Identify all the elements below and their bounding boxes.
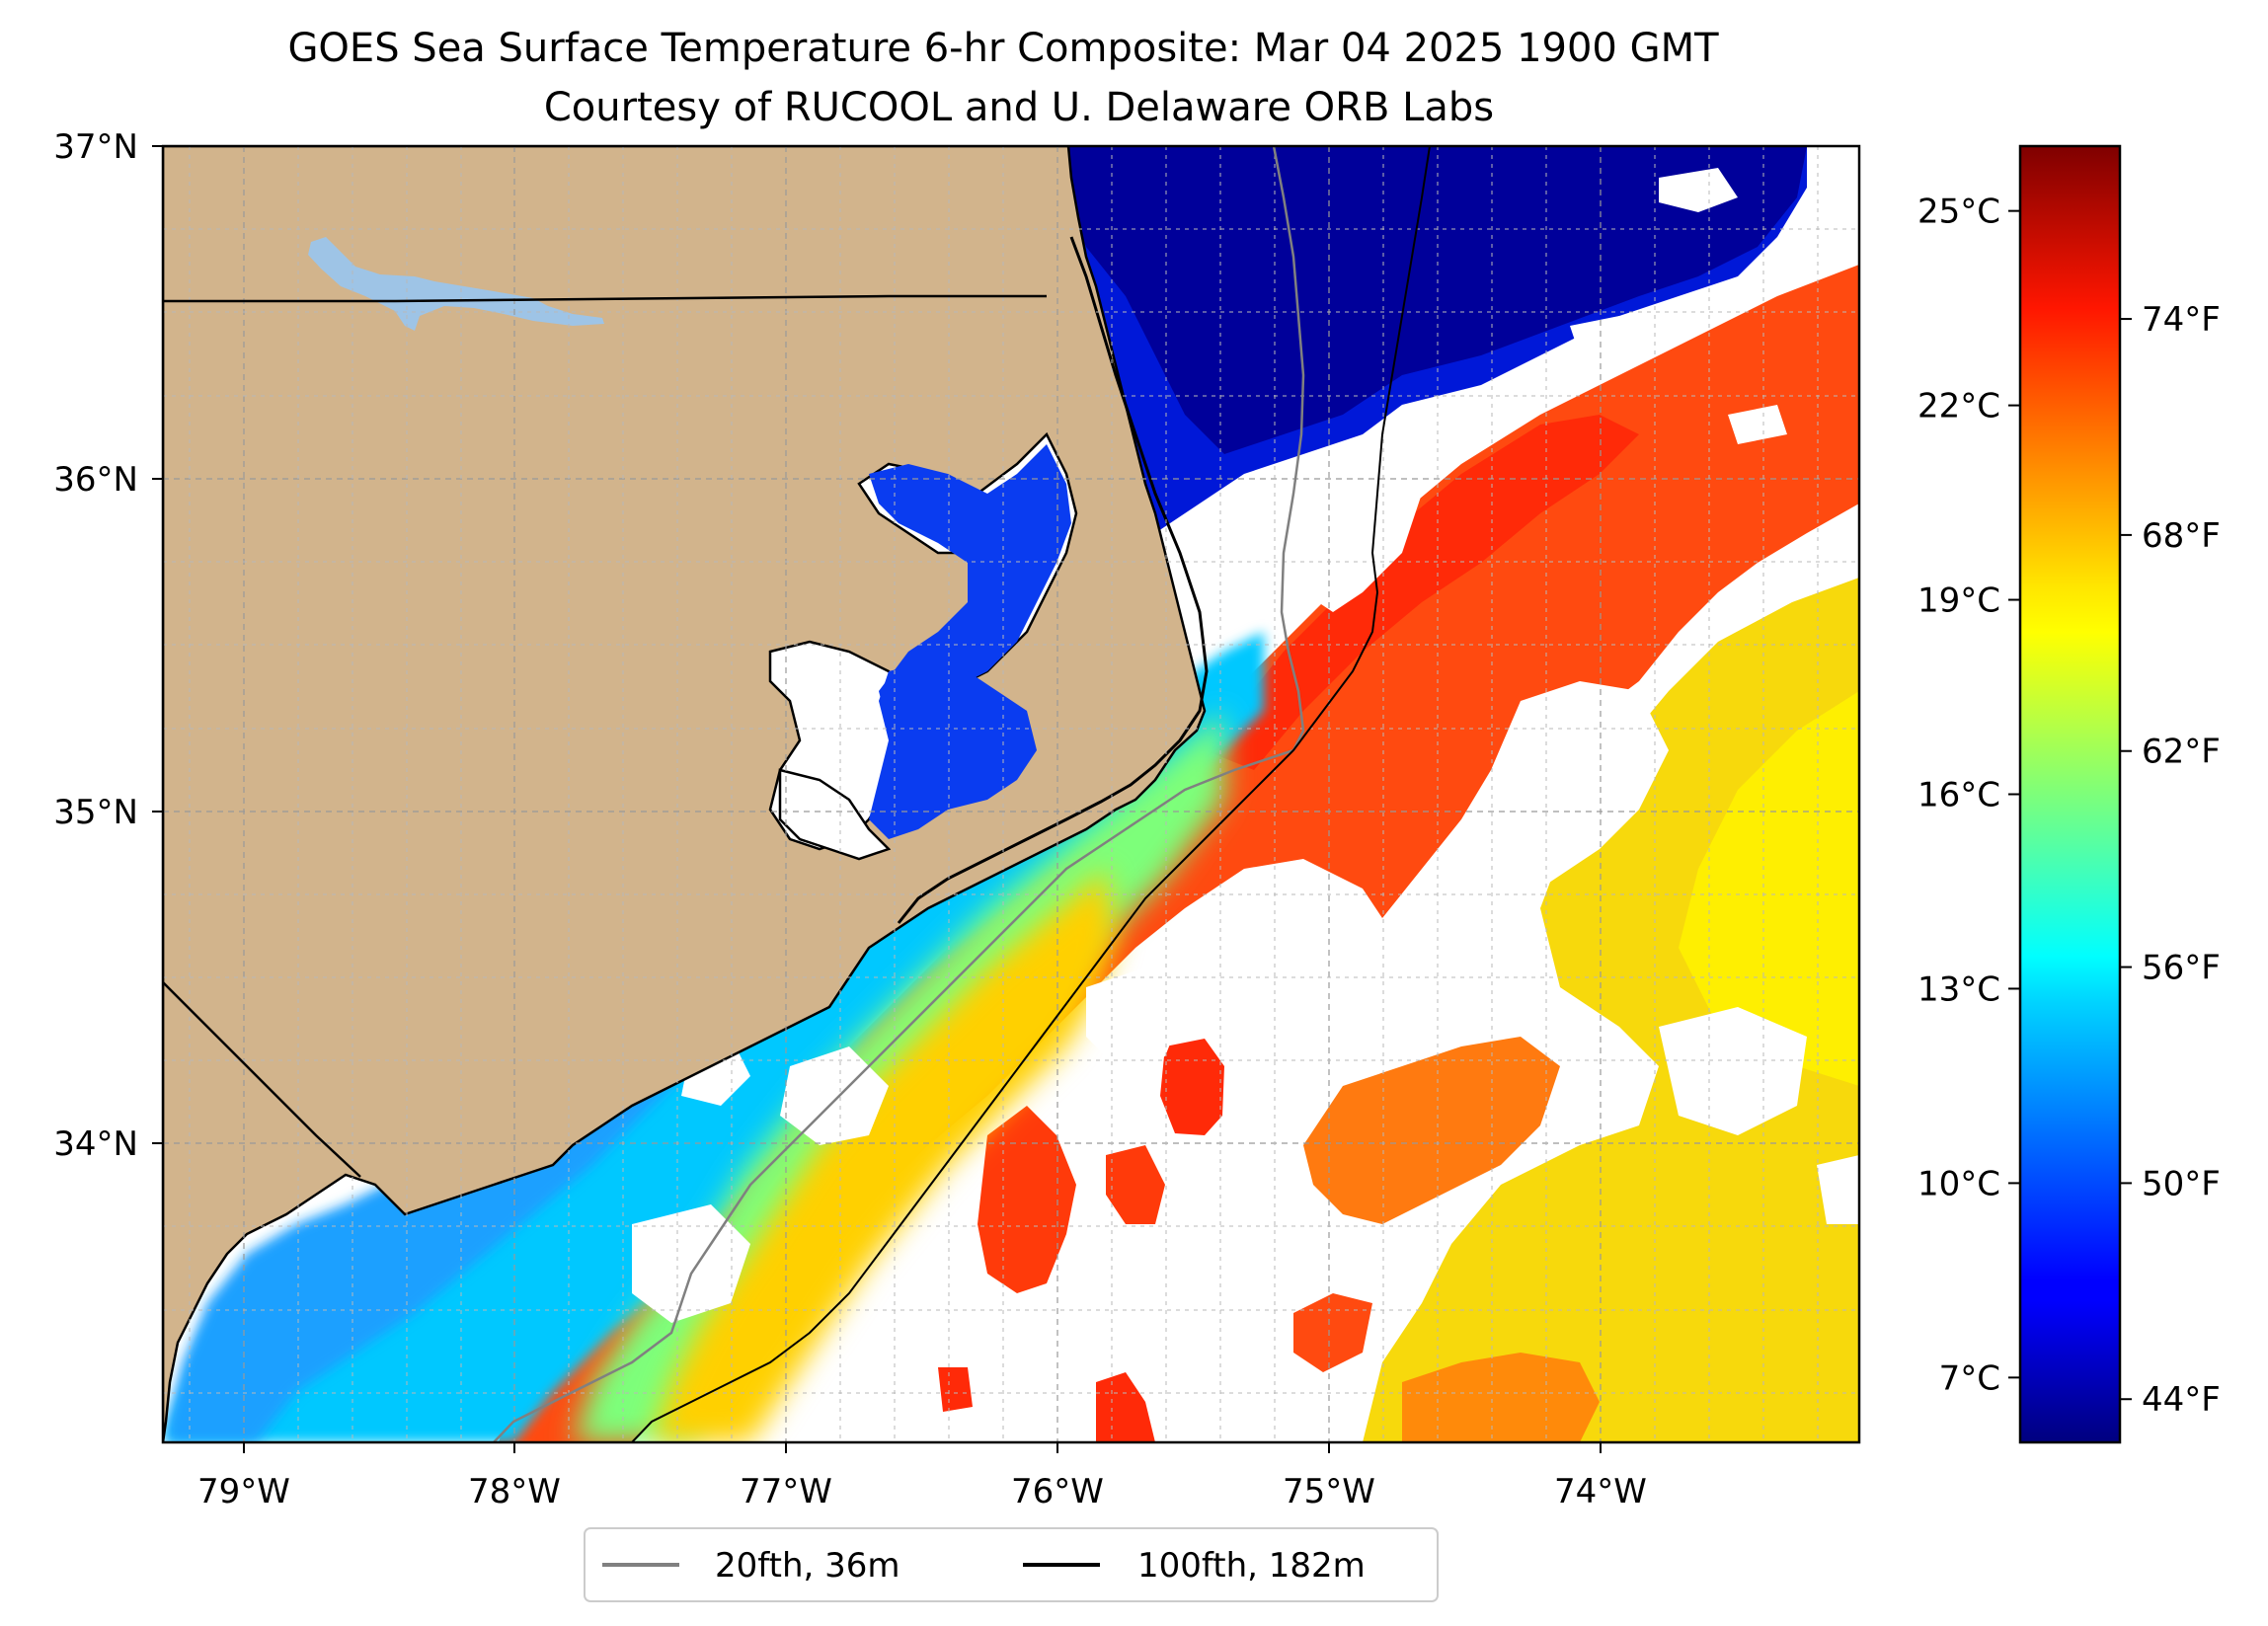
colorbar-f-74-label: 74°F — [2142, 300, 2221, 340]
colorbar-f-56-label: 56°F — [2142, 949, 2221, 988]
sst-gulf-stream-core — [1205, 415, 1639, 770]
colorbar-f-62-label: 62°F — [2142, 733, 2221, 772]
sst-yellow-core — [1679, 691, 1859, 1086]
colorbar-gradient — [2018, 144, 2122, 1444]
sst-yellow-region — [1363, 578, 1859, 1442]
sst-red-eddy-3 — [1106, 1145, 1165, 1224]
land-mass — [163, 146, 1207, 1442]
sst-cold-navy-north — [1047, 146, 1807, 454]
lon-labels: 79°W 78°W 77°W 76°W 75°W 74°W — [197, 1472, 1647, 1511]
colorbar: 25°C 22°C 19°C 16°C 13°C 10°C 7°C 74°F 68°F 62°F… — [1917, 144, 2221, 1444]
legend: 20fth, 36m 100fth, 182m — [584, 1527, 1439, 1602]
lon-label-78w: 78°W — [468, 1472, 561, 1511]
legend-label-100fth: 100fth, 182m — [1137, 1546, 1366, 1586]
colorbar-f-44-label: 44°F — [2142, 1380, 2221, 1420]
colorbar-c-10-label: 10°C — [1917, 1164, 2000, 1203]
minor-gridlines — [163, 146, 1859, 1442]
state-border-nc-sc — [163, 981, 361, 1178]
colorbar-fahrenheit-ticks: 74°F 68°F 62°F 56°F 50°F 44°F — [2120, 300, 2221, 1420]
map-ticks — [152, 145, 1602, 1453]
legend-label-20fth: 20fth, 36m — [715, 1546, 900, 1586]
sst-orange-blob-se — [1402, 1353, 1600, 1442]
colorbar-c-13-label: 13°C — [1917, 969, 2000, 1009]
sst-red-eddy-1 — [1160, 1039, 1224, 1135]
lon-label-75w: 75°W — [1283, 1472, 1375, 1511]
cloud-gaps — [632, 168, 1859, 1323]
sst-red-eddy-6 — [938, 1367, 973, 1412]
isobath-20fth — [493, 146, 1305, 1442]
lat-label-35n: 35°N — [53, 793, 138, 832]
legend-box — [584, 1527, 1439, 1602]
lat-label-37n: 37°N — [53, 127, 138, 167]
map-panel — [163, 146, 1859, 1442]
sst-red-eddy-5 — [1096, 1372, 1155, 1442]
colorbar-c-19-label: 19°C — [1917, 581, 2000, 621]
lon-label-74w: 74°W — [1554, 1472, 1647, 1511]
map-frame — [161, 144, 1861, 1444]
lat-label-34n: 34°N — [53, 1124, 138, 1164]
sst-orange-eddy-east — [1303, 1037, 1560, 1224]
lon-label-79w: 79°W — [197, 1472, 290, 1511]
map-title-line1: GOES Sea Surface Temperature 6-hr Compos… — [287, 26, 1719, 71]
colorbar-c-25-label: 25°C — [1917, 193, 2000, 232]
lake — [308, 237, 604, 331]
colorbar-f-50-label: 50°F — [2142, 1164, 2221, 1203]
lon-label-77w: 77°W — [740, 1472, 832, 1511]
lat-labels: 37°N 36°N 35°N 34°N — [53, 127, 138, 1164]
lat-label-36n: 36°N — [53, 460, 138, 500]
sst-red-eddy-2 — [978, 1106, 1076, 1293]
colorbar-c-16-label: 16°C — [1917, 776, 2000, 815]
sst-red-eddy-4 — [1293, 1293, 1372, 1372]
colorbar-celsius-ticks: 25°C 22°C 19°C 16°C 13°C 10°C 7°C — [1917, 193, 2020, 1398]
sound-water-blue — [869, 444, 1071, 731]
map-title-line2: Courtesy of RUCOOL and U. Delaware ORB L… — [544, 85, 1494, 130]
isobath-100fth — [631, 146, 1431, 1442]
colorbar-f-68-label: 68°F — [2142, 516, 2221, 556]
colorbar-c-22-label: 22°C — [1917, 387, 2000, 426]
sst-yellow-coastal — [652, 869, 1116, 1442]
lon-label-76w: 76°W — [1011, 1472, 1104, 1511]
state-border-va-nc — [163, 294, 1047, 303]
outer-banks-coastline — [897, 236, 1209, 924]
colorbar-c-7-label: 7°C — [1939, 1358, 2000, 1398]
pamlico-sound-blue — [869, 661, 1037, 839]
